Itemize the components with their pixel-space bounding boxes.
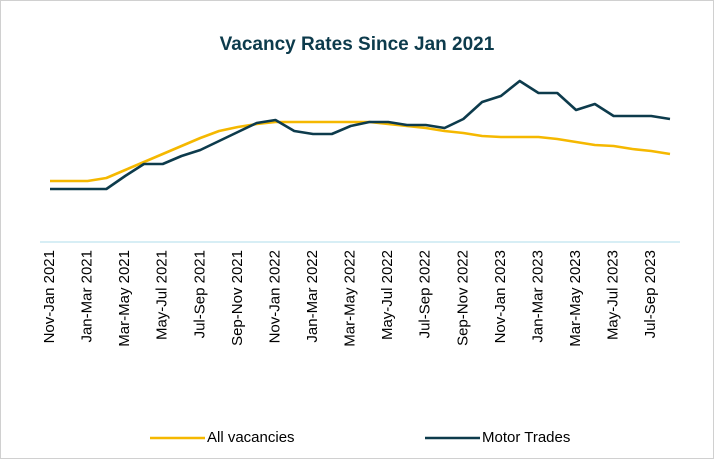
series-line: [50, 79, 671, 191]
x-tick-label: Nov-Jan 2023: [492, 250, 509, 343]
series-line: [50, 120, 671, 183]
x-tick-label: Jan-Mar 2023: [529, 250, 546, 343]
x-tick-label: Jan-Mar 2021: [79, 250, 96, 343]
x-tick-label: Mar-May 2022: [342, 250, 359, 347]
chart-title: Vacancy Rates Since Jan 2021: [220, 34, 495, 55]
x-tick-label: Sep-Nov 2022: [454, 250, 471, 346]
x-tick-label: Jul-Sep 2021: [191, 250, 208, 338]
x-tick-label: May-Jul 2021: [154, 250, 171, 340]
x-tick-label: Mar-May 2023: [567, 250, 584, 347]
x-tick-label: Nov-Jan 2021: [41, 250, 58, 343]
x-tick-label: Jul-Sep 2023: [642, 250, 659, 338]
x-tick-label: Jul-Sep 2022: [417, 250, 434, 338]
legend-label: Motor Trades: [482, 429, 570, 446]
x-tick-label: Mar-May 2021: [116, 250, 133, 347]
legend-label: All vacancies: [207, 429, 295, 446]
x-tick-label: May-Jul 2022: [379, 250, 396, 340]
x-tick-label: Sep-Nov 2021: [229, 250, 246, 346]
x-tick-label: May-Jul 2023: [605, 250, 622, 340]
x-tick-label: Jan-Mar 2022: [304, 250, 321, 343]
x-tick-label: Nov-Jan 2022: [266, 250, 283, 343]
